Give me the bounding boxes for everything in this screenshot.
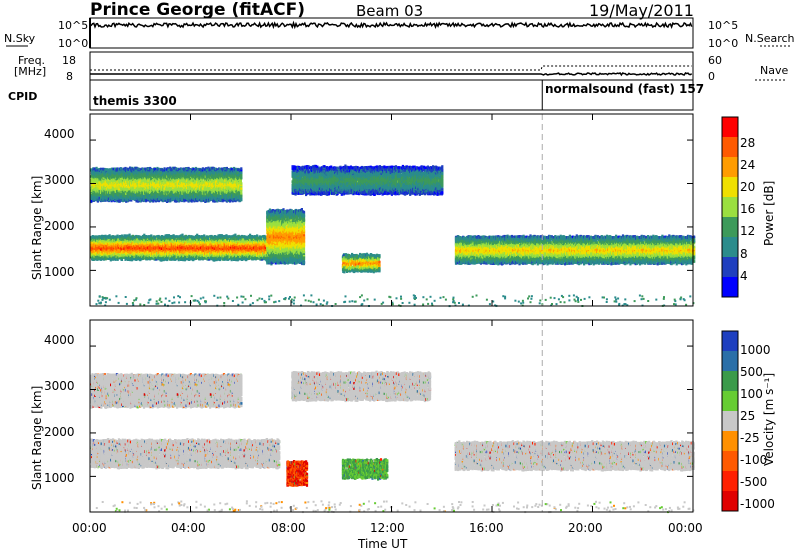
aux-panels (6, 18, 790, 110)
power-colorbar-swatch (722, 117, 738, 138)
power-band-4 (342, 253, 381, 274)
power-band-3 (292, 165, 444, 197)
freq-trace (90, 73, 692, 75)
power-colorbar-swatch (722, 157, 738, 178)
power-band-2 (266, 208, 305, 265)
velocity-colorbar-swatch (722, 411, 738, 432)
velocity-colorbar-swatch (722, 431, 738, 452)
velocity-colorbar-swatch (722, 391, 738, 412)
velocity-band-1 (90, 373, 242, 409)
power-band-5 (455, 234, 695, 265)
freq-frame (90, 52, 693, 80)
power-colorbar-swatch (722, 257, 738, 278)
velocity-band-2 (291, 371, 431, 403)
velocity-band-3 (286, 460, 308, 487)
velocity-band-4 (342, 458, 388, 481)
power-band-0 (90, 234, 267, 262)
velocity-panel (90, 320, 694, 513)
power-colorbar-swatch (722, 197, 738, 218)
power-colorbar-swatch (722, 217, 738, 238)
velocity-colorbar-swatch (722, 471, 738, 492)
power-colorbar-swatch (722, 137, 738, 158)
velocity-colorbar-swatch (722, 491, 738, 512)
velocity-band-0 (91, 438, 281, 469)
power-panel (90, 114, 695, 307)
velocity-colorbar-swatch (722, 371, 738, 392)
power-frame (90, 114, 693, 306)
power-near-range-scatter (96, 294, 695, 307)
cpid-frame (90, 80, 693, 110)
velocity-near-range-scatter (96, 500, 695, 513)
nave-trace (90, 66, 692, 70)
nsky-trace (90, 23, 692, 27)
power-colorbar-swatch (722, 177, 738, 198)
velocity-colorbar-swatch (722, 351, 738, 372)
nsky-frame (90, 18, 693, 48)
rti-plot (0, 0, 800, 554)
velocity-colorbar-swatch (722, 331, 738, 352)
power-band-1 (90, 167, 242, 204)
colorbars (722, 117, 738, 512)
velocity-band-5 (455, 440, 695, 472)
velocity-colorbar-swatch (722, 451, 738, 472)
velocity-frame (90, 320, 693, 512)
power-colorbar-swatch (722, 237, 738, 258)
power-colorbar-swatch (722, 277, 738, 298)
